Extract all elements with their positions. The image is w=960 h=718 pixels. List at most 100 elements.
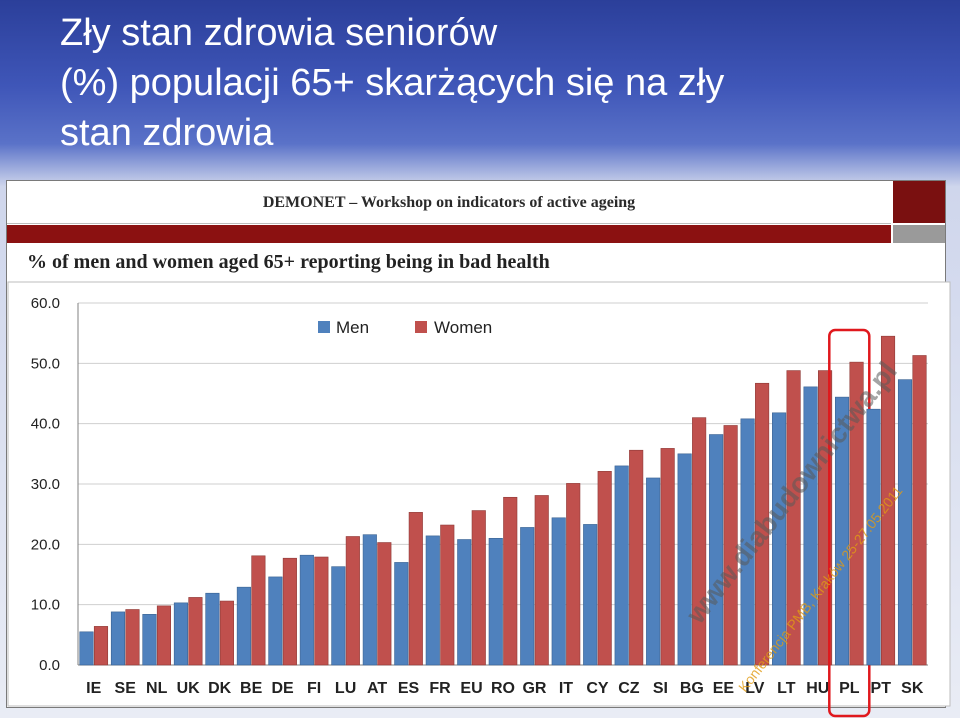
x-tick-label: FR — [429, 680, 451, 697]
bar-men-pt — [866, 408, 881, 666]
bar-women-ro — [503, 496, 518, 666]
x-tick-label: LV — [745, 680, 765, 697]
bar-men-be — [236, 586, 251, 666]
bar-men-bg — [677, 453, 692, 666]
bar-women-eu — [471, 510, 486, 666]
x-tick-label: DE — [272, 680, 295, 697]
x-tick-label: SK — [901, 680, 924, 697]
bar-women-es — [408, 512, 423, 666]
bar-women-sk — [912, 355, 927, 666]
bar-men-at — [362, 534, 377, 666]
x-tick-label: FI — [307, 680, 321, 697]
bar-women-pl — [849, 361, 864, 666]
bar-women-nl — [156, 605, 172, 666]
x-tick-label: DK — [208, 680, 232, 697]
bar-women-cz — [629, 449, 644, 666]
bar-men-pl — [834, 396, 850, 666]
bar-women-de — [282, 557, 297, 666]
bar-men-hu — [803, 386, 818, 666]
bar-men-de — [268, 576, 283, 666]
bar-women-fr — [440, 524, 455, 666]
legend-swatch-women — [415, 321, 427, 333]
bar-men-nl — [142, 614, 157, 666]
y-tick-label: 20.0 — [31, 536, 60, 553]
slide-title-line-3: stan zdrowia — [60, 112, 274, 154]
x-tick-label: PT — [871, 680, 892, 697]
bar-men-si — [646, 477, 661, 666]
x-tick-label: GR — [522, 680, 546, 697]
bar-men-it — [551, 517, 566, 666]
bar-women-gr — [534, 495, 549, 666]
bar-men-ee — [709, 434, 724, 666]
slide-title: Zły stan zdrowia seniorów (%) populacji … — [60, 8, 920, 158]
bar-men-uk — [173, 602, 188, 666]
y-tick-label: 30.0 — [31, 476, 60, 493]
legend-label-women: Women — [434, 318, 492, 337]
bar-women-cy — [597, 471, 612, 666]
bar-men-fi — [299, 554, 314, 666]
bar-women-ee — [723, 425, 738, 666]
x-tick-label: AT — [367, 680, 387, 697]
x-tick-label: SI — [653, 680, 668, 697]
y-tick-label: 40.0 — [31, 416, 60, 433]
y-tick-label: 0.0 — [39, 657, 60, 674]
slide-title-line-2: (%) populacji 65+ skarżących się na zły — [60, 62, 725, 104]
y-tick-label: 60.0 — [31, 295, 60, 312]
bar-men-cz — [614, 465, 629, 666]
bar-men-es — [394, 562, 409, 666]
x-tick-label: NL — [146, 680, 168, 697]
bar-men-ie — [79, 631, 94, 666]
legend-label-men: Men — [336, 318, 369, 337]
bar-women-lu — [345, 536, 360, 666]
slide-title-line-1: Zły stan zdrowia seniorów — [60, 12, 498, 54]
x-tick-label: SE — [115, 680, 137, 697]
x-tick-label: EE — [713, 680, 735, 697]
bar-men-fr — [425, 535, 440, 666]
bar-men-ro — [488, 537, 503, 666]
bar-women-bg — [692, 417, 707, 666]
x-tick-label: IT — [559, 680, 573, 697]
x-tick-label: RO — [491, 680, 515, 697]
bar-women-ie — [93, 626, 109, 666]
bar-women-fi — [314, 556, 329, 666]
y-tick-label: 50.0 — [31, 355, 60, 372]
x-tick-label: BG — [680, 680, 704, 697]
x-tick-label: CZ — [618, 680, 640, 697]
header-corner-box — [893, 181, 945, 223]
legend-swatch-men — [318, 321, 330, 333]
x-tick-label: HU — [806, 680, 829, 697]
y-tick-label: 10.0 — [31, 597, 60, 614]
x-tick-label: IE — [86, 680, 101, 697]
bar-men-se — [110, 611, 126, 666]
x-tick-label: ES — [398, 680, 420, 697]
bar-women-uk — [188, 597, 203, 666]
bar-women-si — [660, 448, 675, 666]
bar-men-eu — [457, 539, 472, 666]
header-red-strip — [7, 225, 891, 243]
bar-women-at — [377, 542, 392, 666]
bar-men-cy — [583, 524, 598, 666]
x-tick-label: LU — [335, 680, 356, 697]
header-grey-box — [893, 225, 945, 243]
x-tick-label: PL — [839, 680, 860, 697]
x-tick-label: EU — [460, 680, 482, 697]
x-tick-label: UK — [177, 680, 201, 697]
bar-men-lu — [331, 566, 346, 666]
bar-women-lv — [755, 382, 770, 666]
x-tick-label: LT — [777, 680, 796, 697]
bar-women-pt — [880, 335, 896, 666]
bar-men-lv — [740, 418, 755, 666]
bar-women-lt — [786, 370, 801, 666]
x-tick-label: CY — [586, 680, 609, 697]
x-tick-label: BE — [240, 680, 263, 697]
chart-subtitle: % of men and women aged 65+ reporting be… — [27, 251, 550, 273]
bar-men-sk — [897, 379, 913, 666]
bar-men-lt — [772, 412, 787, 666]
bar-women-it — [566, 483, 581, 666]
bar-women-se — [125, 609, 140, 666]
workshop-header: DEMONET – Workshop on indicators of acti… — [7, 181, 891, 224]
bar-women-be — [251, 555, 266, 666]
bar-women-dk — [219, 600, 234, 666]
bar-men-gr — [520, 527, 535, 666]
